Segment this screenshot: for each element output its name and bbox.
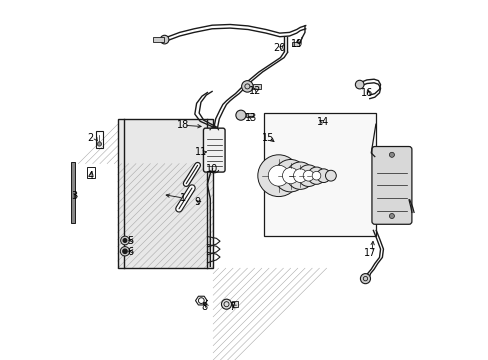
Circle shape (221, 299, 231, 309)
Text: 3: 3 (71, 191, 77, 201)
Circle shape (388, 213, 394, 219)
Bar (231, 301, 238, 307)
Text: 10: 10 (205, 164, 218, 174)
Bar (87, 167, 95, 178)
Text: 15: 15 (261, 132, 274, 143)
Text: 17: 17 (364, 248, 376, 258)
Text: 8: 8 (202, 302, 207, 312)
Bar (264, 113, 375, 236)
Bar (118, 119, 213, 268)
Bar (118, 119, 213, 268)
Text: 4: 4 (87, 171, 93, 181)
Text: 11: 11 (195, 147, 207, 157)
Circle shape (282, 168, 298, 184)
Bar (291, 42, 299, 46)
Text: 7: 7 (228, 302, 235, 312)
Circle shape (120, 247, 129, 256)
Circle shape (160, 35, 168, 44)
Bar (96, 131, 102, 148)
Circle shape (241, 81, 253, 92)
Bar (253, 84, 261, 89)
Circle shape (235, 110, 245, 120)
Circle shape (388, 152, 394, 157)
Circle shape (97, 142, 102, 146)
Text: 9: 9 (194, 197, 201, 207)
FancyBboxPatch shape (371, 147, 411, 224)
Bar (245, 113, 253, 117)
Text: 19: 19 (290, 39, 303, 49)
FancyBboxPatch shape (203, 128, 224, 172)
Text: 18: 18 (176, 120, 188, 130)
Circle shape (123, 239, 126, 242)
Circle shape (274, 159, 306, 192)
Circle shape (316, 169, 330, 183)
Circle shape (355, 80, 363, 89)
Text: 14: 14 (316, 117, 328, 127)
Circle shape (121, 236, 129, 245)
Text: 5: 5 (126, 236, 133, 246)
Circle shape (325, 170, 336, 181)
Circle shape (311, 171, 320, 180)
Circle shape (286, 162, 313, 189)
Circle shape (307, 167, 325, 184)
Text: 6: 6 (127, 247, 133, 257)
Bar (153, 37, 163, 42)
Circle shape (257, 155, 299, 197)
Text: 12: 12 (248, 86, 261, 96)
Circle shape (303, 170, 313, 181)
Circle shape (122, 249, 127, 253)
Text: 1: 1 (180, 193, 186, 203)
Text: 2: 2 (87, 132, 93, 143)
Circle shape (297, 165, 319, 186)
Bar (71, 162, 75, 223)
Text: 20: 20 (273, 42, 285, 53)
Text: 13: 13 (244, 113, 257, 123)
Circle shape (360, 274, 370, 284)
Text: 16: 16 (360, 88, 372, 98)
Circle shape (293, 169, 306, 183)
Circle shape (268, 165, 288, 186)
